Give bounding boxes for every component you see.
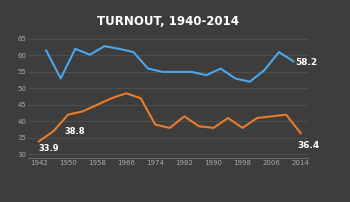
Title: TURNOUT, 1940-2014: TURNOUT, 1940-2014 [97,15,239,28]
Text: 33.9: 33.9 [39,144,60,153]
Text: 58.2: 58.2 [295,58,317,67]
Text: 38.8: 38.8 [64,127,85,137]
Text: 36.4: 36.4 [297,141,319,150]
